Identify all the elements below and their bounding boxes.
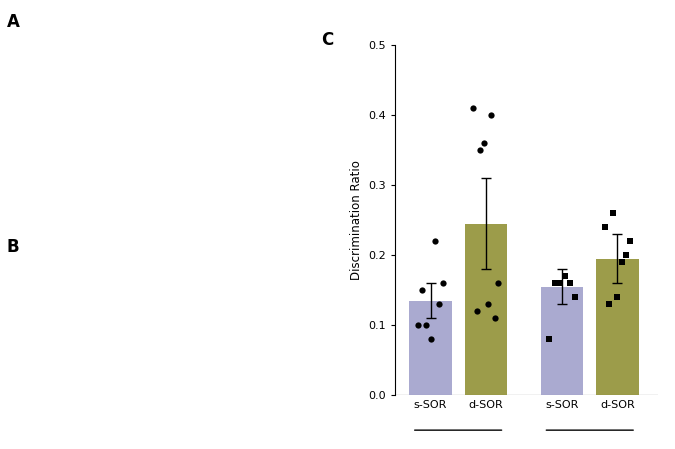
Text: A: A: [7, 13, 20, 31]
Bar: [464, 224, 507, 395]
Text: C: C: [321, 31, 333, 49]
Bar: [541, 286, 583, 395]
Bar: [409, 300, 452, 395]
Bar: [596, 259, 639, 395]
Text: B: B: [7, 238, 20, 256]
Y-axis label: Discrimination Ratio: Discrimination Ratio: [350, 160, 362, 280]
